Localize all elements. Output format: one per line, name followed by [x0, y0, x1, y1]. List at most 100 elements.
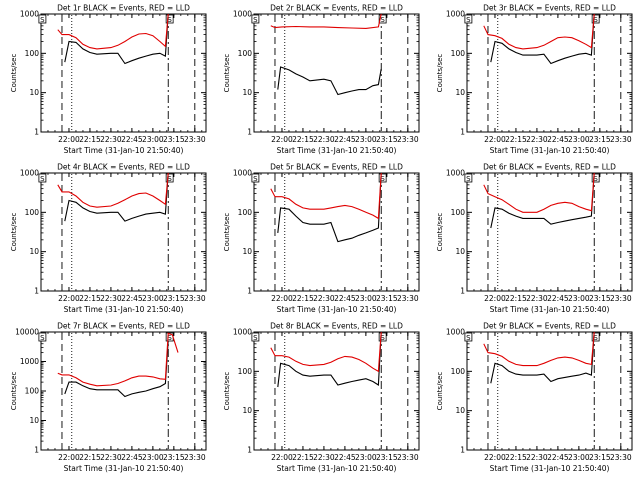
x-axis-label: Start Time (31-Jan-10 21:50:40): [64, 305, 184, 314]
x-tick-label: 22:45: [121, 453, 143, 462]
x-axis-label: Start Time (31-Jan-10 21:50:40): [277, 464, 397, 473]
saa-flag-left: S: [253, 175, 258, 183]
events-series-line: [277, 332, 382, 388]
y-tick-label: 10: [455, 406, 465, 415]
y-tick-label: 1000: [446, 169, 465, 178]
x-tick-label: 23:15: [376, 453, 398, 462]
x-tick-label: 22:15: [505, 453, 527, 462]
saa-flag-left-box: [464, 14, 473, 24]
x-tick-label: 22:30: [526, 294, 548, 303]
saa-flag-right-box: [378, 332, 387, 342]
y-axis-label: Counts/sec: [223, 372, 231, 411]
x-tick-label: 22:30: [100, 294, 122, 303]
saa-flag-right: S: [593, 175, 598, 183]
chart-title: Det 8r BLACK = Events, RED = LLD: [270, 322, 403, 331]
y-tick-label: 1000: [20, 10, 39, 19]
x-tick-label: 22:00: [271, 135, 293, 144]
x-tick-label: 22:15: [292, 294, 314, 303]
events-series-line: [277, 66, 382, 96]
lld-series-line: [483, 14, 595, 50]
y-tick-label: 1: [34, 128, 39, 137]
chart-title: Det 7r BLACK = Events, RED = LLD: [57, 322, 190, 331]
y-tick-label: 1: [247, 446, 252, 455]
y-tick-label: 1: [34, 446, 39, 455]
saa-flag-left-box: [464, 173, 473, 183]
saa-flag-left-box: [251, 14, 260, 24]
x-tick-label: 22:45: [334, 135, 356, 144]
x-tick-label: 22:30: [313, 135, 335, 144]
saa-flag-right: S: [380, 16, 385, 24]
saa-flag-left-box: [251, 332, 260, 342]
y-tick-label: 1: [460, 287, 465, 296]
x-tick-label: 22:15: [79, 135, 101, 144]
chart-title: Det 3r BLACK = Events, RED = LLD: [483, 4, 616, 13]
y-tick-label: 1: [460, 446, 465, 455]
y-tick-label: 1000: [446, 10, 465, 19]
chart-title: Det 6r BLACK = Events, RED = LLD: [483, 163, 616, 172]
y-axis-label: Counts/sec: [436, 372, 444, 411]
x-tick-label: 22:30: [526, 135, 548, 144]
saa-flag-left: S: [40, 175, 45, 183]
x-tick-label: 23:15: [163, 135, 185, 144]
chart-panel-7: Det 7r BLACK = Events, RED = LLD Counts/s…: [10, 322, 207, 473]
x-tick-label: 22:00: [484, 453, 506, 462]
y-tick-label: 100: [238, 367, 253, 376]
y-tick-label: 1000: [233, 328, 252, 337]
events-series-line: [277, 173, 382, 243]
chart-panel-2: Det 2r BLACK = Events, RED = LLD Counts/s…: [223, 4, 420, 155]
y-tick-label: 10: [242, 247, 252, 256]
x-tick-label: 23:15: [589, 294, 611, 303]
saa-flag-left-box: [38, 332, 47, 342]
saa-flag-left-box: [38, 173, 47, 183]
saa-flag-left-box: [38, 14, 47, 24]
x-tick-label: 22:15: [79, 294, 101, 303]
lld-series-line: [57, 173, 169, 208]
y-axis-label: Counts/sec: [436, 213, 444, 252]
y-tick-label: 1: [460, 128, 465, 137]
chart-panel-9: Det 9r BLACK = Events, RED = LLD Counts/s…: [436, 322, 633, 473]
saa-flag-right: S: [167, 334, 172, 342]
x-tick-label: 23:30: [184, 135, 206, 144]
x-axis-label: Start Time (31-Jan-10 21:50:40): [490, 305, 610, 314]
saa-flag-right: S: [593, 16, 598, 24]
x-tick-label: 22:45: [547, 135, 569, 144]
x-tick-label: 23:15: [589, 453, 611, 462]
lld-series-line: [270, 173, 382, 220]
x-tick-label: 23:00: [355, 135, 377, 144]
x-tick-label: 22:00: [58, 135, 80, 144]
x-tick-label: 22:00: [58, 294, 80, 303]
x-axis-label: Start Time (31-Jan-10 21:50:40): [64, 146, 184, 155]
plot-frame: [40, 172, 207, 292]
x-tick-label: 22:45: [121, 294, 143, 303]
plot-frame: [253, 13, 420, 133]
lld-series-line: [57, 14, 169, 50]
x-tick-label: 22:30: [526, 453, 548, 462]
events-series-line: [64, 340, 169, 398]
y-axis-label: Counts/sec: [223, 54, 231, 93]
saa-flag-right-box: [591, 14, 600, 24]
chart-panel-4: Det 4r BLACK = Events, RED = LLD Counts/s…: [10, 163, 207, 314]
x-axis-label: Start Time (31-Jan-10 21:50:40): [64, 464, 184, 473]
chart-title: Det 2r BLACK = Events, RED = LLD: [270, 4, 403, 13]
lld-series-line: [483, 173, 595, 213]
plot-frame: [466, 13, 633, 133]
x-tick-label: 23:00: [355, 294, 377, 303]
x-tick-label: 22:00: [271, 294, 293, 303]
events-series-line: [490, 173, 595, 229]
y-tick-label: 10000: [15, 328, 39, 337]
x-tick-label: 23:30: [397, 294, 419, 303]
y-tick-label: 1: [247, 287, 252, 296]
x-tick-label: 22:15: [505, 294, 527, 303]
plot-frame: [466, 172, 633, 292]
y-tick-label: 10: [455, 247, 465, 256]
x-tick-label: 23:30: [397, 453, 419, 462]
y-tick-label: 1000: [446, 328, 465, 337]
y-tick-label: 10: [242, 406, 252, 415]
y-tick-label: 100: [451, 208, 466, 217]
y-tick-label: 1000: [20, 357, 39, 366]
saa-flag-left: S: [466, 175, 471, 183]
chart-panel-6: Det 6r BLACK = Events, RED = LLD Counts/s…: [436, 163, 633, 314]
events-series-line: [490, 332, 595, 384]
chart-title: Det 5r BLACK = Events, RED = LLD: [270, 163, 403, 172]
